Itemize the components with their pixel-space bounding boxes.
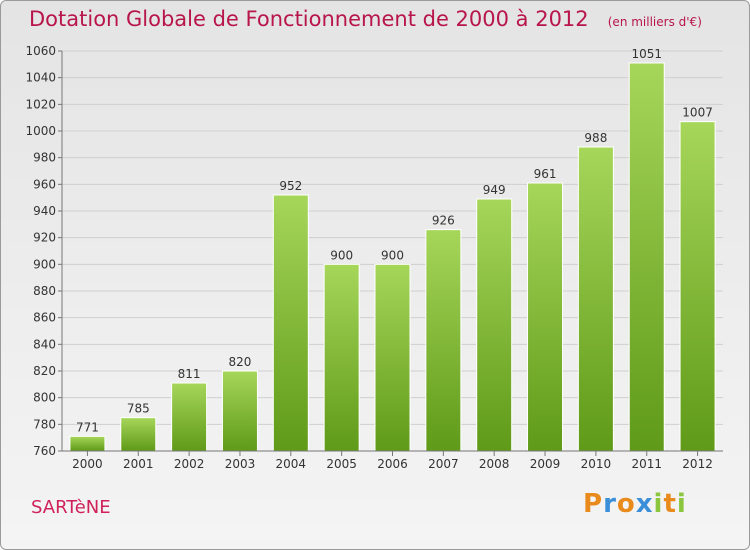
x-tick-label: 2005 (326, 457, 357, 471)
proxiti-logo: Proxiti (583, 489, 687, 519)
data-label: 926 (432, 214, 455, 228)
x-tick-label: 2006 (377, 457, 408, 471)
y-tick-label: 760 (33, 444, 56, 458)
chart-title: Dotation Globale de Fonctionnement de 20… (29, 7, 589, 31)
bar (476, 198, 513, 452)
bar (323, 263, 360, 452)
bar (679, 121, 716, 452)
commune-name: SARTèNE (31, 497, 111, 518)
y-tick-label: 840 (33, 337, 56, 351)
x-tick-label: 2000 (72, 457, 103, 471)
bar (628, 62, 665, 452)
data-label: 988 (584, 131, 607, 145)
bar (171, 382, 208, 452)
y-tick-labels: 760 780 800 820 840 860 880 900 920 940 960 980 1000… (25, 44, 62, 458)
y-tick-label: 780 (33, 417, 56, 431)
bar (425, 229, 462, 452)
data-label: 1007 (682, 106, 713, 120)
chart-subtitle: (en milliers d'€) (607, 15, 702, 29)
data-label: 785 (127, 402, 150, 416)
x-tick-label: 2010 (581, 457, 612, 471)
data-label: 1051 (631, 47, 662, 61)
y-tick-label: 920 (33, 231, 56, 245)
bar (272, 194, 309, 452)
data-label: 811 (178, 367, 201, 381)
y-tick-label: 940 (33, 204, 56, 218)
y-tick-label: 1020 (25, 97, 56, 111)
title-row: Dotation Globale de Fonctionnement de 20… (29, 7, 702, 31)
y-tick-label: 860 (33, 311, 56, 325)
data-label: 771 (76, 420, 99, 434)
x-tick-labels: 2000 2001 2002 2003 2004 2005 2006 2007 2008 2009… (72, 451, 713, 471)
bar (221, 370, 258, 452)
data-label: 820 (229, 355, 252, 369)
x-tick-label: 2003 (225, 457, 256, 471)
data-label: 949 (483, 183, 506, 197)
y-tick-label: 980 (33, 151, 56, 165)
y-tick-label: 900 (33, 257, 56, 271)
y-tick-label: 960 (33, 177, 56, 191)
x-tick-label: 2007 (428, 457, 459, 471)
data-label: 900 (381, 248, 404, 262)
data-label: 952 (279, 179, 302, 193)
bar (120, 417, 157, 452)
data-label: 900 (330, 248, 353, 262)
y-tick-label: 800 (33, 391, 56, 405)
x-tick-label: 2011 (631, 457, 662, 471)
y-tick-label: 1040 (25, 71, 56, 85)
x-tick-label: 2012 (682, 457, 713, 471)
bar (374, 263, 411, 452)
axes (61, 51, 723, 452)
x-tick-label: 2008 (479, 457, 510, 471)
x-tick-label: 2009 (530, 457, 561, 471)
y-tick-label: 1000 (25, 124, 56, 138)
bars (69, 62, 716, 452)
x-tick-label: 2001 (123, 457, 154, 471)
data-labels: 771 785 811 820 952 900 900 926 949 961 988 1051 100… (76, 47, 713, 434)
bar (577, 146, 614, 452)
bar (527, 182, 564, 452)
bar (69, 435, 106, 452)
data-label: 961 (534, 167, 557, 181)
y-tick-label: 880 (33, 284, 56, 298)
y-tick-label: 820 (33, 364, 56, 378)
x-tick-label: 2004 (276, 457, 307, 471)
x-tick-label: 2002 (174, 457, 205, 471)
y-tick-label: 1060 (25, 44, 56, 58)
